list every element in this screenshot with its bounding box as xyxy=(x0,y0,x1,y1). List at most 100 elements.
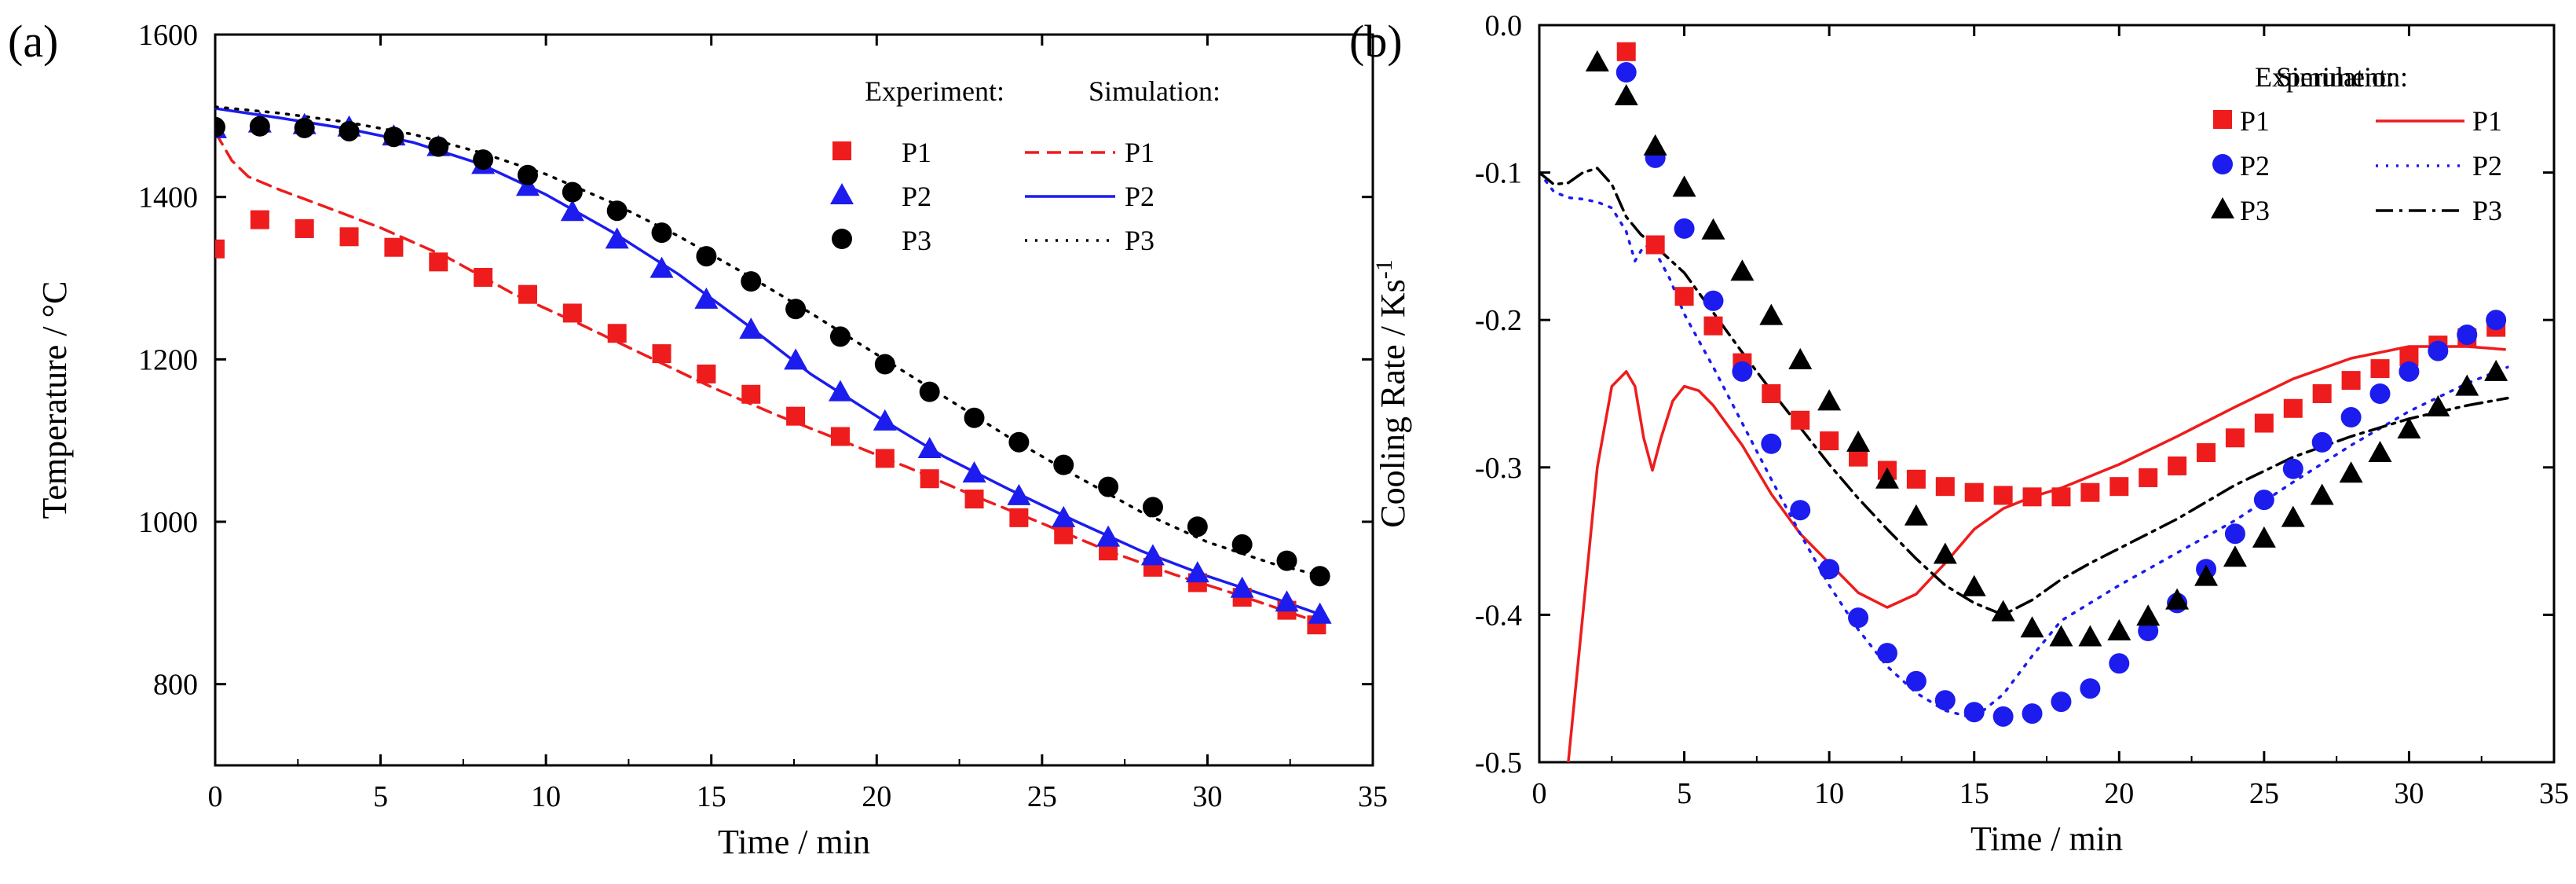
legend-simulation-label: P3 xyxy=(1125,225,1154,256)
data-point-p2 xyxy=(2253,490,2274,511)
data-point-p3 xyxy=(1008,431,1030,453)
legend-experiment-title: Experiment: xyxy=(865,75,1004,107)
data-point-p3 xyxy=(1614,84,1638,106)
data-point-p2 xyxy=(1615,62,1637,83)
data-point-p2 xyxy=(2340,407,2362,428)
data-point-p2 xyxy=(694,287,719,309)
data-point-p3 xyxy=(696,246,717,267)
legend: Experiment: Simulation: P1 P2 P3 P1 P2 P3 xyxy=(830,75,1220,256)
data-point-p3 xyxy=(1643,134,1667,156)
data-point-p2 xyxy=(2486,310,2507,331)
data-point-p3 xyxy=(2426,394,2450,416)
data-point-p1 xyxy=(920,469,939,489)
data-point-p2 xyxy=(1992,706,2014,727)
legend-experiment-label: P2 xyxy=(2240,150,2270,182)
y-tick-label: -0.4 xyxy=(1475,599,1522,632)
data-point-p1 xyxy=(1935,477,1955,497)
data-point-p1 xyxy=(2080,482,2100,502)
y-tick-label: 1600 xyxy=(138,19,198,52)
data-point-p2 xyxy=(2080,678,2101,699)
data-point-p3 xyxy=(1585,50,1609,72)
data-point-p3 xyxy=(294,117,315,138)
data-point-p3 xyxy=(338,120,360,141)
x-axis-title: Time / min xyxy=(1970,820,2123,858)
legend-simulation-label: P1 xyxy=(1125,137,1154,168)
x-tick-label: 30 xyxy=(2394,777,2424,810)
x-tick-label: 15 xyxy=(697,780,726,813)
y-axis-title: Temperature / °C xyxy=(35,281,74,519)
data-point-p1 xyxy=(830,427,850,446)
data-point-p2 xyxy=(1819,559,1840,580)
data-point-p1 xyxy=(786,406,806,426)
data-point-p2 xyxy=(1876,643,1897,664)
data-point-p1 xyxy=(562,303,582,323)
data-point-p2 xyxy=(828,380,852,402)
plot-frame xyxy=(1538,24,2556,764)
data-point-p3 xyxy=(2078,625,2102,647)
legend-experiment-title: Experiment: xyxy=(2255,61,2395,93)
data-point-p3 xyxy=(1788,347,1813,369)
data-point-p3 xyxy=(1991,600,2015,622)
data-point-p2 xyxy=(560,200,584,222)
data-point-p2 xyxy=(649,256,674,278)
data-point-p2 xyxy=(2428,340,2449,361)
data-point-p2 xyxy=(1230,576,1254,598)
data-point-p3 xyxy=(249,116,270,137)
data-point-p3 xyxy=(1098,476,1119,497)
data-point-p3 xyxy=(1053,454,1074,475)
x-tick-label: 20 xyxy=(2104,777,2134,810)
data-point-p2 xyxy=(2282,458,2303,479)
data-point-p1 xyxy=(2341,371,2361,391)
data-point-p2 xyxy=(605,227,629,249)
panel-b: (b) 0 5 10 15 20 25 30 35 0.0 -0.1 -0.2 -0.3 -0.4 -0.5… xyxy=(1349,9,2569,858)
x-tick-label: 5 xyxy=(1677,777,1692,810)
data-point-p2 xyxy=(1052,505,1076,527)
data-point-p3 xyxy=(562,182,583,203)
panel-label: (b) xyxy=(1349,16,1403,67)
data-point-p3 xyxy=(651,222,672,244)
data-point-p3 xyxy=(2397,417,2421,439)
data-point-p3 xyxy=(2310,483,2334,505)
legend-marker-p3 xyxy=(832,229,852,249)
data-point-p2 xyxy=(1185,561,1209,583)
data-point-p1 xyxy=(295,218,314,238)
data-point-p3 xyxy=(829,326,851,347)
data-point-p3 xyxy=(919,381,940,402)
data-point-p3 xyxy=(964,407,985,428)
data-point-p2 xyxy=(2051,691,2072,713)
data-point-p3 xyxy=(517,164,538,185)
data-point-p1 xyxy=(964,490,984,509)
data-point-p3 xyxy=(1846,430,1871,452)
y-tick-label: 1000 xyxy=(138,506,198,539)
data-point-p1 xyxy=(518,284,537,304)
data-point-p3 xyxy=(1142,497,1163,518)
data-point-p1 xyxy=(741,384,761,404)
legend-simulation-label: P1 xyxy=(2472,105,2502,137)
x-tick-label: 10 xyxy=(1814,777,1844,810)
data-point-p3 xyxy=(473,149,494,171)
data-point-p2 xyxy=(2457,324,2478,345)
legend-marker-p3 xyxy=(2211,197,2234,218)
data-point-p2 xyxy=(2224,523,2245,545)
data-point-p1 xyxy=(1054,525,1074,545)
x-tick-label: 25 xyxy=(2249,777,2279,810)
x-tick-label: 0 xyxy=(208,780,223,813)
x-tick-label: 10 xyxy=(531,780,561,813)
data-point-p2 xyxy=(1703,290,1724,311)
y-tick-label: -0.5 xyxy=(1475,746,1522,779)
data-point-p2 xyxy=(2311,431,2333,453)
data-point-p1 xyxy=(474,267,493,287)
legend-experiment-label: P1 xyxy=(2240,105,2270,137)
y-tick-label: -0.2 xyxy=(1475,304,1522,337)
data-point-p2 xyxy=(873,409,897,431)
data-point-p2 xyxy=(1790,500,1811,521)
data-point-p1 xyxy=(1906,469,1926,489)
data-point-p2 xyxy=(1905,670,1927,691)
data-point-p2 xyxy=(962,461,986,482)
data-point-p3 xyxy=(1231,534,1253,555)
data-point-p1 xyxy=(875,449,895,468)
x-tick-label: 5 xyxy=(373,780,388,813)
data-point-p2 xyxy=(739,317,763,339)
legend-experiment-label: P3 xyxy=(902,225,931,256)
